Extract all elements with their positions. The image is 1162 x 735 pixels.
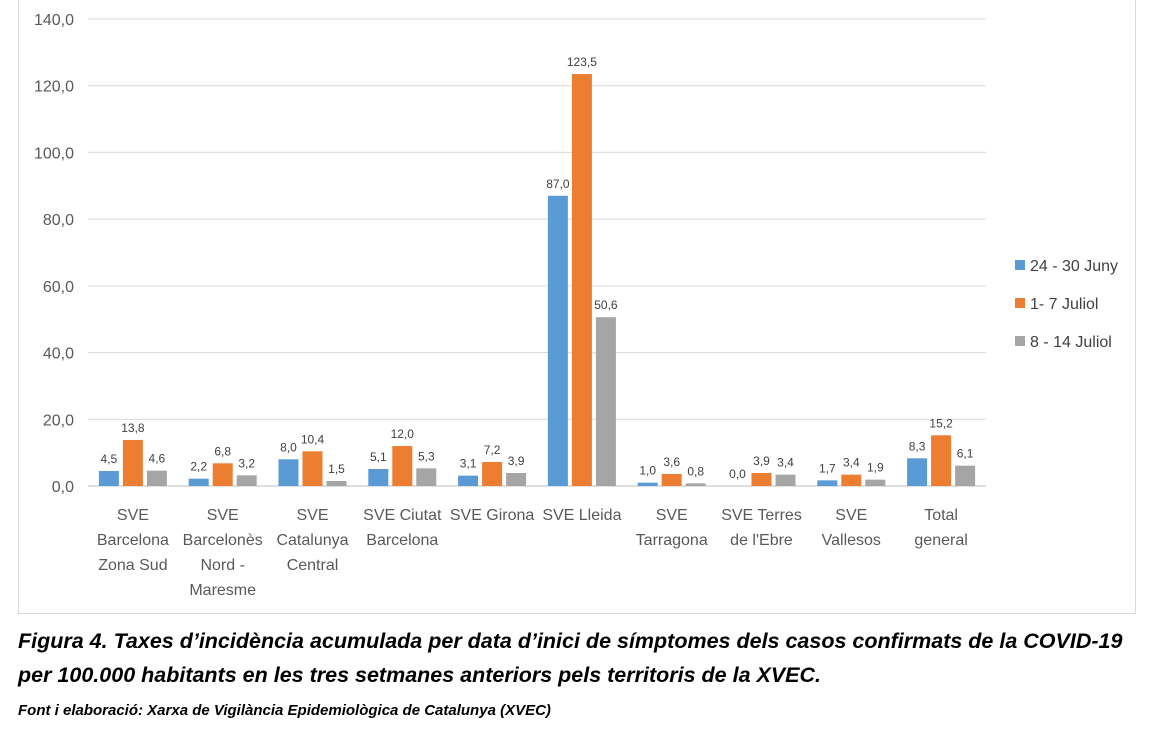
x-tick-label: Zona Sud xyxy=(98,557,167,574)
x-tick-label: Nord - xyxy=(200,557,244,574)
data-label: 1,0 xyxy=(639,464,656,478)
x-tick-label: SVE xyxy=(835,507,867,524)
bar xyxy=(841,474,862,486)
data-label: 0,8 xyxy=(687,464,704,478)
data-label: 5,3 xyxy=(418,449,435,463)
bar xyxy=(278,459,299,486)
data-label: 0,0 xyxy=(729,467,746,481)
data-label: 3,1 xyxy=(460,457,477,471)
x-tick-label: SVE xyxy=(296,507,328,524)
bar xyxy=(236,475,257,486)
bar xyxy=(955,465,976,486)
data-label: 15,2 xyxy=(929,416,953,430)
bar xyxy=(685,483,706,486)
x-tick-label: Barcelona xyxy=(366,532,438,549)
bar xyxy=(416,468,437,486)
x-tick-label: general xyxy=(914,532,967,549)
x-tick-label: Catalunya xyxy=(276,532,348,549)
data-label: 50,6 xyxy=(594,298,618,312)
data-label: 13,8 xyxy=(121,421,145,435)
data-label: 87,0 xyxy=(546,177,570,191)
bar xyxy=(302,451,323,486)
data-label: 6,1 xyxy=(957,447,974,461)
y-tick-label: 40,0 xyxy=(43,346,74,363)
x-tick-label: Barcelona xyxy=(97,532,169,549)
x-tick-label: Vallesos xyxy=(822,532,881,549)
y-tick-label: 140,0 xyxy=(34,12,74,29)
bar-chart: 0,0 20,0 40,0 60,0 80,0 100,0 120,0 140,0 4,5 13,… xyxy=(34,12,1118,599)
y-tick-label: 100,0 xyxy=(34,145,74,162)
x-tick-label: Barcelonès xyxy=(183,532,263,549)
bar xyxy=(326,480,347,486)
x-tick-label: SVE Girona xyxy=(450,507,535,524)
bar xyxy=(637,482,658,486)
data-label: 1,5 xyxy=(328,462,345,476)
bar xyxy=(865,479,886,486)
data-label: 10,4 xyxy=(301,432,325,446)
data-label: 2,2 xyxy=(190,460,207,474)
data-label: 4,6 xyxy=(149,452,166,466)
data-label: 6,8 xyxy=(214,444,231,458)
x-tick-label: SVE xyxy=(207,507,239,524)
data-label: 7,2 xyxy=(484,443,501,457)
bar xyxy=(98,470,119,486)
data-label: 1,7 xyxy=(819,461,836,475)
x-tick-label: SVE Terres xyxy=(721,507,802,524)
bar xyxy=(907,458,928,486)
y-tick-label: 0,0 xyxy=(52,479,74,496)
bar xyxy=(571,74,592,487)
data-label: 3,2 xyxy=(238,456,255,470)
x-tick-label: Tarragona xyxy=(636,532,708,549)
data-label: 1,9 xyxy=(867,461,884,475)
data-label: 123,5 xyxy=(567,55,597,69)
x-tick-label: SVE Lleida xyxy=(542,507,621,524)
legend-swatch xyxy=(1015,298,1025,308)
bar xyxy=(751,472,772,486)
bar xyxy=(547,195,568,487)
legend-swatch xyxy=(1015,336,1025,346)
x-tick-label: Maresme xyxy=(189,582,256,599)
x-tick-label: SVE xyxy=(656,507,688,524)
bar xyxy=(458,475,479,486)
bar xyxy=(146,470,167,486)
bar xyxy=(506,472,527,486)
bar xyxy=(817,480,838,486)
x-tick-label: de l'Ebre xyxy=(730,532,793,549)
x-tick-label: SVE xyxy=(117,507,149,524)
chart-frame xyxy=(18,0,1136,614)
legend-label: 1- 7 Juliol xyxy=(1030,296,1098,313)
x-tick-label: Central xyxy=(287,557,339,574)
figure-source: Font i elaboració: Xarxa de Vigilància E… xyxy=(18,702,551,719)
bar xyxy=(482,461,503,486)
bar xyxy=(931,435,952,486)
data-label: 3,9 xyxy=(508,454,525,468)
y-tick-label: 80,0 xyxy=(43,212,74,229)
legend-label: 24 - 30 Juny xyxy=(1030,258,1118,275)
x-tick-label: SVE Ciutat xyxy=(363,507,442,524)
data-label: 3,4 xyxy=(843,456,860,470)
y-tick-label: 60,0 xyxy=(43,279,74,296)
figure-caption: Figura 4. Taxes d’incidència acumulada p… xyxy=(18,629,1123,687)
data-label: 4,5 xyxy=(101,452,118,466)
data-label: 5,1 xyxy=(370,450,387,464)
bar xyxy=(188,478,209,486)
y-tick-label: 20,0 xyxy=(43,412,74,429)
bar xyxy=(122,439,143,486)
bar xyxy=(661,473,682,486)
bar xyxy=(392,445,413,486)
bar xyxy=(368,468,389,486)
y-tick-label: 120,0 xyxy=(34,79,74,96)
legend-swatch xyxy=(1015,260,1025,270)
bar xyxy=(775,474,796,486)
bar xyxy=(595,317,616,486)
data-label: 3,6 xyxy=(663,455,680,469)
x-tick-label: Total xyxy=(924,507,958,524)
bar xyxy=(212,463,233,486)
legend-label: 8 - 14 Juliol xyxy=(1030,334,1112,351)
data-label: 12,0 xyxy=(391,427,415,441)
data-label: 8,3 xyxy=(909,439,926,453)
data-label: 3,9 xyxy=(753,454,770,468)
data-label: 3,4 xyxy=(777,456,794,470)
data-label: 8,0 xyxy=(280,440,297,454)
